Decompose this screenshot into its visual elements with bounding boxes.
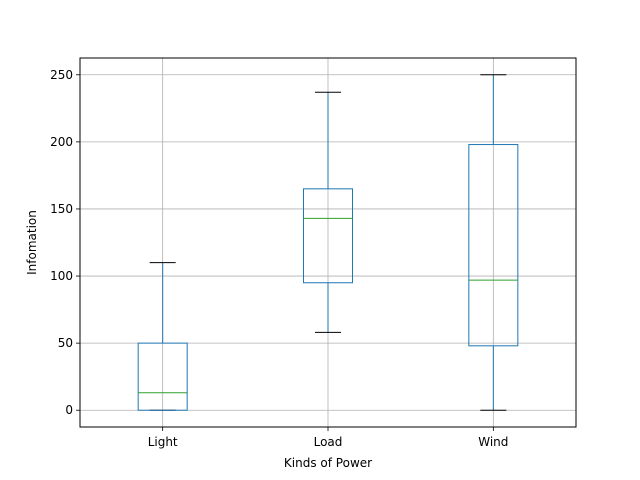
y-tick-label: 100 xyxy=(50,269,73,283)
box-light xyxy=(137,262,188,411)
axis-ticks: 0 50 100 150 200 250 Light Load Wind xyxy=(50,68,508,449)
box-wind xyxy=(468,74,519,411)
y-tick-label: 150 xyxy=(50,202,73,216)
x-axis-label: Kinds of Power xyxy=(284,456,372,470)
box-load xyxy=(303,91,353,333)
y-tick-label: 200 xyxy=(50,135,73,149)
y-tick-label: 0 xyxy=(65,403,73,417)
y-axis-label: Infomation xyxy=(25,210,39,275)
x-tick-label: Wind xyxy=(478,435,508,449)
y-tick-label: 250 xyxy=(50,68,73,82)
iqr-box xyxy=(137,342,188,411)
iqr-box xyxy=(303,188,353,284)
box-series xyxy=(137,74,519,411)
x-tick-label: Load xyxy=(314,435,343,449)
y-tick-label: 50 xyxy=(58,336,73,350)
x-tick-label: Light xyxy=(148,435,178,449)
iqr-box xyxy=(468,144,519,347)
